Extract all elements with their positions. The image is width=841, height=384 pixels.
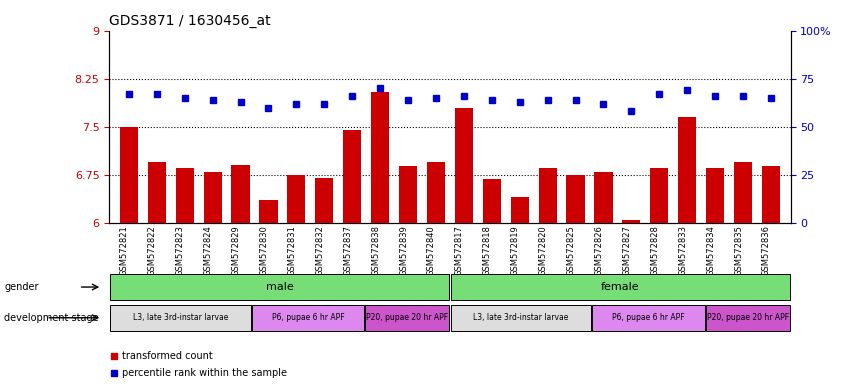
Bar [592,305,705,331]
Text: GSM572831: GSM572831 [288,225,296,276]
Bar [538,168,557,223]
Text: GSM572826: GSM572826 [595,225,604,276]
Bar [567,175,584,223]
Text: development stage: development stage [4,313,99,323]
Text: transformed count: transformed count [122,351,213,361]
Bar [455,108,473,223]
Text: GSM572838: GSM572838 [371,225,380,276]
Bar [148,162,166,223]
Text: GSM572835: GSM572835 [734,225,743,276]
Bar [110,305,251,331]
Text: L3, late 3rd-instar larvae: L3, late 3rd-instar larvae [133,313,228,322]
Text: P20, pupae 20 hr APF: P20, pupae 20 hr APF [367,313,448,322]
Text: P20, pupae 20 hr APF: P20, pupae 20 hr APF [707,313,789,322]
Bar [343,130,362,223]
Text: GSM572834: GSM572834 [706,225,715,276]
Bar [678,117,696,223]
Text: gender: gender [4,282,39,292]
Bar [231,165,250,223]
Text: GSM572819: GSM572819 [510,225,520,276]
Bar [365,305,449,331]
Text: female: female [601,282,639,292]
Text: GSM572824: GSM572824 [204,225,213,276]
Text: GSM572817: GSM572817 [455,225,464,276]
Bar [259,200,278,223]
Text: GDS3871 / 1630456_at: GDS3871 / 1630456_at [109,14,271,28]
Text: GSM572830: GSM572830 [260,225,268,276]
Bar [119,127,138,223]
Text: male: male [266,282,294,292]
Bar [734,162,752,223]
Bar [315,178,333,223]
Text: GSM572836: GSM572836 [762,225,771,276]
Text: GSM572829: GSM572829 [231,225,241,276]
Bar [451,274,790,300]
Text: GSM572833: GSM572833 [678,225,687,276]
Bar [510,197,529,223]
Text: GSM572820: GSM572820 [538,225,547,276]
Text: L3, late 3rd-instar larvae: L3, late 3rd-instar larvae [473,313,569,322]
Bar [110,274,449,300]
Bar [483,179,501,223]
Bar [706,168,724,223]
Text: GSM572828: GSM572828 [650,225,659,276]
Bar [762,166,780,223]
Text: GSM572822: GSM572822 [148,225,156,276]
Text: GSM572821: GSM572821 [120,225,129,276]
Bar [650,168,669,223]
Text: GSM572832: GSM572832 [315,225,325,276]
Bar [251,305,364,331]
Text: GSM572818: GSM572818 [483,225,492,276]
Text: P6, pupae 6 hr APF: P6, pupae 6 hr APF [612,313,685,322]
Text: GSM572839: GSM572839 [399,225,408,276]
Text: GSM572840: GSM572840 [427,225,436,276]
Text: GSM572827: GSM572827 [622,225,632,276]
Bar [706,305,790,331]
Bar [204,172,222,223]
Bar [176,168,193,223]
Bar [288,175,305,223]
Bar [399,166,417,223]
Text: percentile rank within the sample: percentile rank within the sample [122,368,287,378]
Text: P6, pupae 6 hr APF: P6, pupae 6 hr APF [272,313,344,322]
Bar [622,220,641,223]
Text: GSM572823: GSM572823 [176,225,185,276]
Bar [595,172,612,223]
Bar [371,91,389,223]
Bar [427,162,445,223]
Text: GSM572825: GSM572825 [567,225,575,276]
Bar [451,305,591,331]
Text: GSM572837: GSM572837 [343,225,352,276]
